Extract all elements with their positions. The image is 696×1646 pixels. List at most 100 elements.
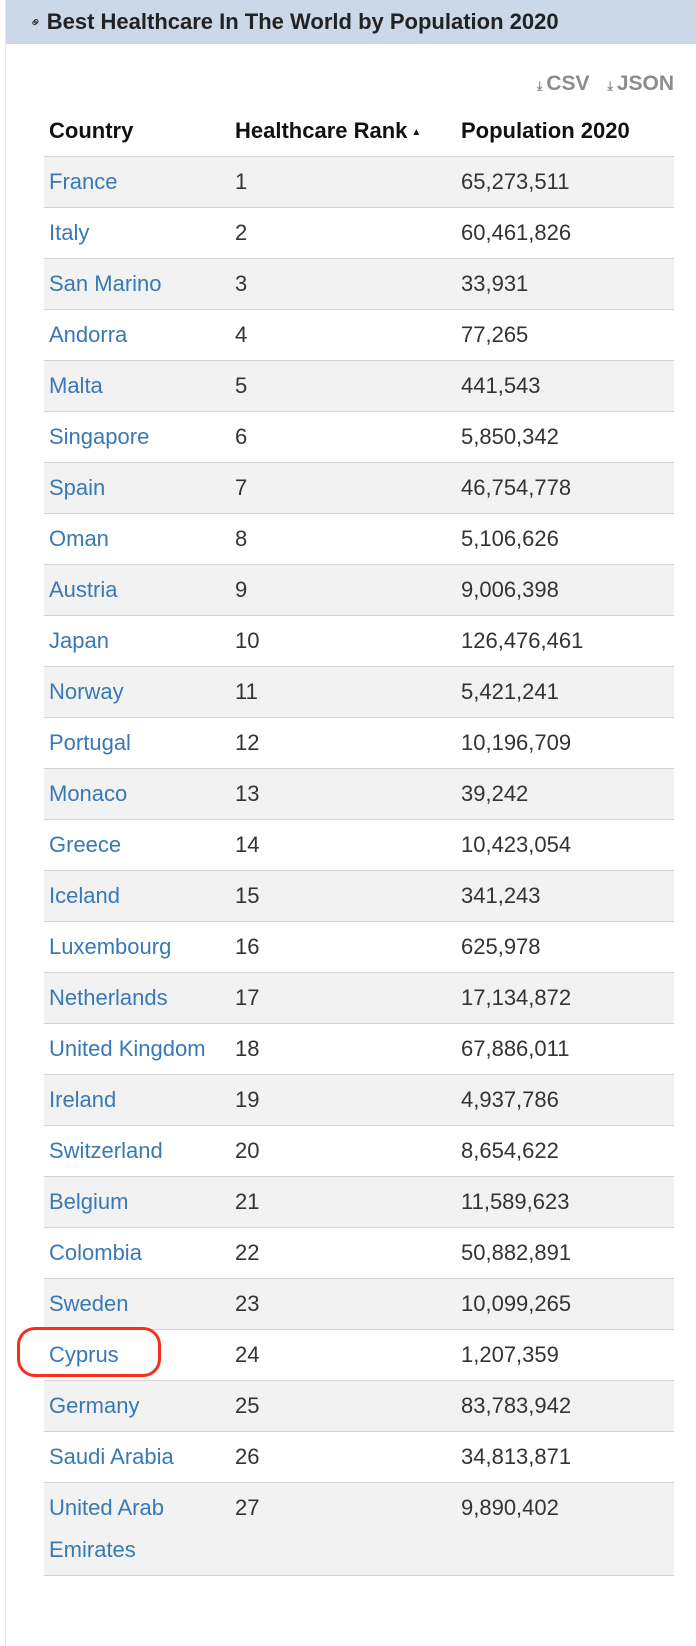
country-cell: San Marino (44, 258, 230, 310)
population-cell: 67,886,011 (456, 1023, 674, 1075)
country-link[interactable]: Saudi Arabia (49, 1444, 174, 1469)
rank-cell: 21 (230, 1176, 456, 1228)
table-row: Greece 14 10,423,054 (44, 819, 674, 871)
country-cell: Japan (44, 615, 230, 667)
country-link[interactable]: Ireland (49, 1087, 117, 1112)
table-row: United Arab Emirates 27 9,890,402 (44, 1482, 674, 1576)
link-icon[interactable]: ⚭ (25, 11, 46, 32)
rank-cell: 9 (230, 564, 456, 616)
download-links: ⤓ CSV ⤓ JSON (537, 72, 674, 96)
country-link[interactable]: Japan (49, 628, 109, 653)
population-cell: 441,543 (456, 360, 674, 412)
country-link[interactable]: Monaco (49, 781, 128, 806)
country-link[interactable]: Colombia (49, 1240, 142, 1265)
population-cell: 1,207,359 (456, 1329, 674, 1381)
country-link[interactable]: Austria (49, 577, 118, 602)
country-link[interactable]: Andorra (49, 322, 128, 347)
country-link[interactable]: Greece (49, 832, 122, 857)
rank-cell: 16 (230, 921, 456, 973)
rank-cell: 24 (230, 1329, 456, 1381)
population-cell: 17,134,872 (456, 972, 674, 1024)
table-row: Luxembourg 16 625,978 (44, 921, 674, 973)
json-download-link[interactable]: ⤓ JSON (608, 72, 675, 96)
country-link[interactable]: United Kingdom (49, 1036, 206, 1061)
population-cell: 83,783,942 (456, 1380, 674, 1432)
population-cell: 10,423,054 (456, 819, 674, 871)
table-row: San Marino 3 33,931 (44, 258, 674, 310)
table-body: France 1 65,273,511 Italy 2 60,461,826 San Mar… (44, 156, 674, 1576)
table-row: Austria 9 9,006,398 (44, 564, 674, 616)
country-cell: Germany (44, 1380, 230, 1432)
rank-cell: 25 (230, 1380, 456, 1432)
rank-cell: 23 (230, 1278, 456, 1330)
country-cell: Switzerland (44, 1125, 230, 1177)
country-link[interactable]: Spain (49, 475, 106, 500)
table-row: Cyprus 24 1,207,359 (44, 1329, 674, 1381)
country-link[interactable]: Cyprus (49, 1342, 119, 1367)
country-link[interactable]: Netherlands (49, 985, 168, 1010)
country-cell: Iceland (44, 870, 230, 922)
rank-cell: 3 (230, 258, 456, 310)
country-link[interactable]: Sweden (49, 1291, 129, 1316)
country-cell: Spain (44, 462, 230, 514)
table-row: Japan 10 126,476,461 (44, 615, 674, 667)
country-link[interactable]: Italy (49, 220, 90, 245)
healthcare-table: Country Healthcare Rank ▲ Population 2020… (44, 106, 674, 1576)
table-row: Singapore 6 5,850,342 (44, 411, 674, 463)
country-link[interactable]: France (49, 169, 118, 194)
country-cell: Greece (44, 819, 230, 871)
table-row: Malta 5 441,543 (44, 360, 674, 412)
country-cell: Sweden (44, 1278, 230, 1330)
table-row: United Kingdom 18 67,886,011 (44, 1023, 674, 1075)
table-row: Iceland 15 341,243 (44, 870, 674, 922)
population-cell: 65,273,511 (456, 156, 674, 208)
table-row: Portugal 12 10,196,709 (44, 717, 674, 769)
column-header-population[interactable]: Population 2020 (456, 106, 674, 157)
table-row: Oman 8 5,106,626 (44, 513, 674, 565)
population-cell: 33,931 (456, 258, 674, 310)
population-cell: 341,243 (456, 870, 674, 922)
population-cell: 50,882,891 (456, 1227, 674, 1279)
population-cell: 60,461,826 (456, 207, 674, 259)
country-link[interactable]: Luxembourg (49, 934, 172, 959)
population-cell: 5,850,342 (456, 411, 674, 463)
country-cell: Saudi Arabia (44, 1431, 230, 1483)
content-border (5, 44, 6, 1646)
country-link[interactable]: Singapore (49, 424, 150, 449)
country-link[interactable]: United Arab Emirates (49, 1495, 164, 1562)
country-link[interactable]: San Marino (49, 271, 162, 296)
column-header-country[interactable]: Country (44, 106, 230, 157)
country-link[interactable]: Portugal (49, 730, 131, 755)
country-cell: France (44, 156, 230, 208)
rank-cell: 17 (230, 972, 456, 1024)
population-cell: 39,242 (456, 768, 674, 820)
table-row: Ireland 19 4,937,786 (44, 1074, 674, 1126)
csv-download-link[interactable]: ⤓ CSV (537, 72, 590, 96)
rank-cell: 12 (230, 717, 456, 769)
rank-cell: 18 (230, 1023, 456, 1075)
rank-cell: 10 (230, 615, 456, 667)
country-link[interactable]: Norway (49, 679, 124, 704)
table-row: Andorra 4 77,265 (44, 309, 674, 361)
country-link[interactable]: Germany (49, 1393, 140, 1418)
population-cell: 46,754,778 (456, 462, 674, 514)
population-cell: 10,099,265 (456, 1278, 674, 1330)
country-cell: United Kingdom (44, 1023, 230, 1075)
country-cell: Cyprus (44, 1329, 230, 1381)
rank-cell: 22 (230, 1227, 456, 1279)
page-title: Best Healthcare In The World by Populati… (46, 9, 559, 34)
country-cell: United Arab Emirates (44, 1482, 230, 1576)
rank-cell: 26 (230, 1431, 456, 1483)
country-cell: Malta (44, 360, 230, 412)
table-row: Colombia 22 50,882,891 (44, 1227, 674, 1279)
table-row: Monaco 13 39,242 (44, 768, 674, 820)
population-cell: 4,937,786 (456, 1074, 674, 1126)
country-link[interactable]: Belgium (49, 1189, 129, 1214)
column-header-healthcare-rank[interactable]: Healthcare Rank ▲ (230, 106, 456, 157)
country-link[interactable]: Malta (49, 373, 103, 398)
country-link[interactable]: Iceland (49, 883, 120, 908)
country-link[interactable]: Oman (49, 526, 109, 551)
table-row: Norway 11 5,421,241 (44, 666, 674, 718)
country-link[interactable]: Switzerland (49, 1138, 163, 1163)
